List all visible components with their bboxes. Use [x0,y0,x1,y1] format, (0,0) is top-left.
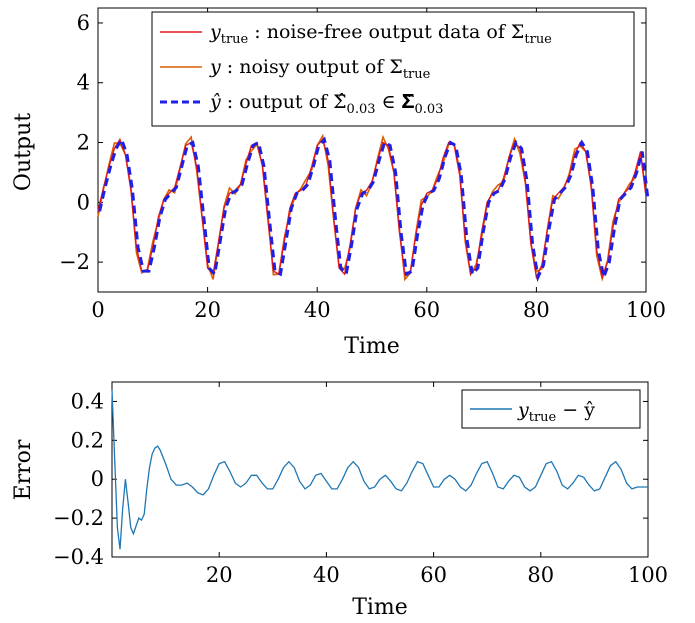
top-legend-box [151,11,635,127]
legend-text: − ŷ [556,399,595,421]
error-line [111,389,648,550]
top-x-axis-label: Time [344,334,400,359]
top-y-ticks: −2 0 2 4 6 [59,11,646,274]
legend-text-subscript: true [403,67,431,82]
x-tick-label: 80 [527,563,554,587]
legend-symbol: y [209,56,221,78]
noisy-output-line [97,133,647,282]
top-y-axis-label: Output [11,113,36,191]
x-tick-label: 40 [313,563,340,587]
bottom-chart-frame [111,381,649,558]
bottom-y-ticks: −0.4 −0.2 0 0.2 0.4 [53,389,648,569]
legend-text: : output of Σ̂ [221,91,347,113]
legend-text-subscript: 0.03 [347,102,376,117]
estimated-output-line [98,136,650,283]
y-tick-label: 4 [77,71,90,95]
x-tick-label: 60 [420,563,447,587]
bottom-y-axis-label: Error [11,439,36,500]
legend-symbol: y [209,21,221,43]
bottom-x-axis-label: Time [352,595,408,620]
x-tick-label: 40 [304,298,331,322]
bottom-series [111,389,648,550]
top-x-ticks: 0 20 40 60 80 100 [91,8,666,322]
legend-subscript: true [221,32,249,47]
x-tick-label: 80 [523,298,550,322]
legend-entry: y : noisy output of Σtrue [209,56,431,82]
y-tick-label: −2 [59,250,90,274]
y-tick-label: 0.4 [71,389,104,413]
bottom-chart-panel: 20 40 60 80 100 −0.4 −0.2 0 0.2 0.4 Time Error y… [11,381,668,620]
bottom-legend: ytrue − ŷ [461,389,641,429]
legend-symbol: ŷ [209,91,221,113]
legend-subscript: true [529,410,557,425]
top-chart-frame [97,7,647,293]
top-legend: ytrue : noise-free output data of Σtruey… [151,11,635,127]
y-tick-label: 2 [77,131,90,155]
legend-entry: ytrue : noise-free output data of Σtrue [209,21,552,47]
bottom-x-ticks: 20 40 60 80 100 [206,382,668,587]
legend-text: : noise-free output data of Σ [248,21,524,43]
x-tick-label: 100 [628,563,668,587]
top-series [97,133,650,283]
legend-tail-subscript: 0.03 [415,102,444,117]
true-output-line [97,137,647,280]
y-tick-label: 0.2 [71,428,104,452]
legend-symbol: y [517,399,529,421]
y-tick-label: −0.2 [53,506,104,530]
y-tick-label: 0 [91,467,104,491]
x-tick-label: 20 [194,298,221,322]
x-tick-label: 100 [626,298,666,322]
y-tick-label: 6 [77,11,90,35]
y-tick-label: −0.4 [53,545,104,569]
y-tick-label: 0 [77,190,90,214]
legend-text: : noisy output of Σ [221,56,403,78]
x-tick-label: 20 [206,563,233,587]
legend-text-subscript: true [524,32,552,47]
legend-entry: ytrue − ŷ [517,399,595,425]
legend-entry: ŷ : output of Σ̂0.03 ∈ 𝚺̂0.03 [209,91,443,117]
x-tick-label: 0 [91,298,104,322]
x-tick-label: 60 [413,298,440,322]
legend-text-tail: ∈ 𝚺̂ [376,91,415,113]
